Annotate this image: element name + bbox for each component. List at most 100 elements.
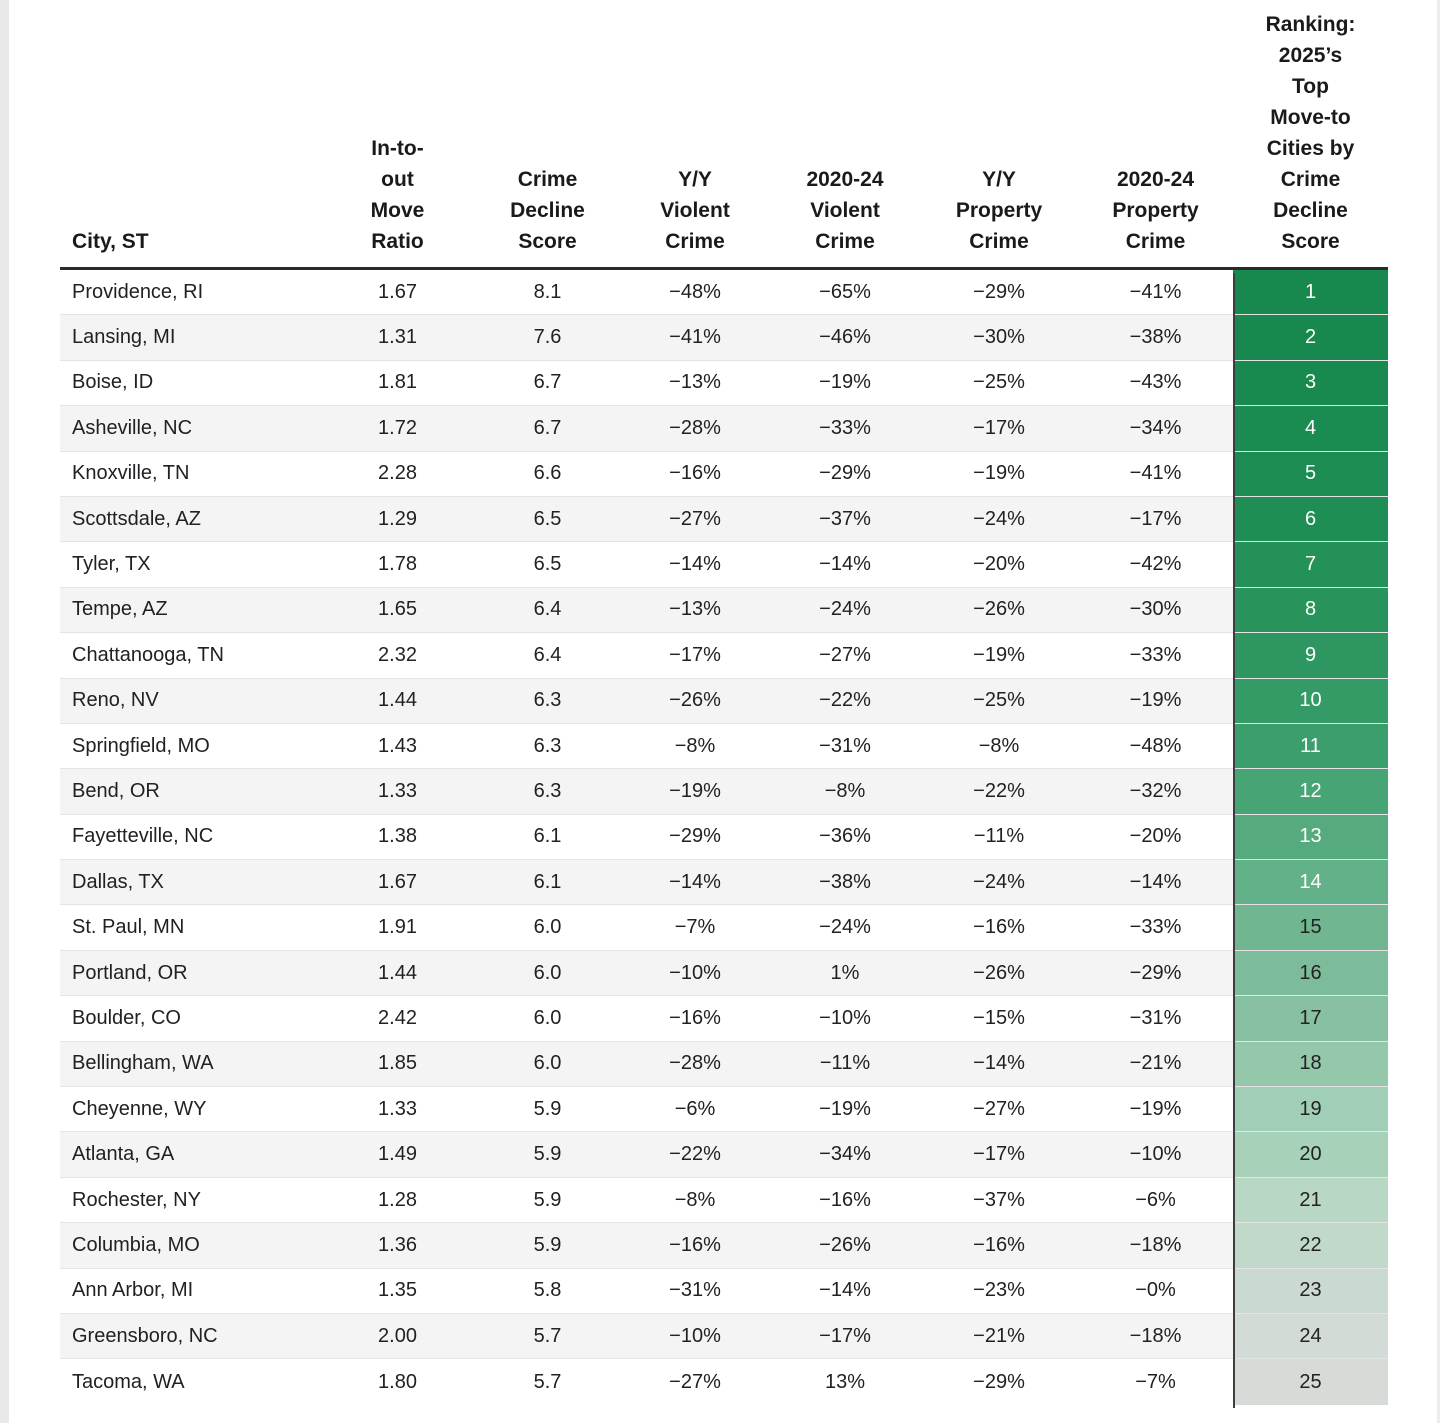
city-cell: Fayetteville, NC: [72, 825, 214, 848]
score-cell: 6.0: [533, 916, 562, 939]
score-cell: 5.8: [533, 1279, 562, 1302]
city-cell: Cheyenne, WY: [72, 1097, 207, 1120]
rank-cell: 12: [1233, 769, 1388, 814]
city-cell: St. Paul, MN: [72, 916, 185, 939]
score-cell: 5.9: [533, 1097, 562, 1120]
yy_property-cell: −25%: [973, 689, 1025, 712]
city-cell: Greensboro, NC: [72, 1324, 218, 1347]
yy_property-cell: −25%: [973, 371, 1025, 394]
move_ratio-cell: 1.67: [378, 280, 417, 303]
violent_2020_24-cell: −11%: [819, 1052, 871, 1075]
move_ratio-cell: 1.44: [378, 689, 417, 712]
score-cell: 6.0: [533, 961, 562, 984]
property_2020_24-cell: −29%: [1129, 961, 1182, 984]
score-cell: 6.3: [533, 779, 562, 802]
move_ratio-cell: 1.29: [378, 507, 417, 530]
yy_violent-cell: −26%: [669, 689, 721, 712]
property_2020_24-cell: −30%: [1129, 598, 1182, 621]
yy_violent-cell: −14%: [669, 553, 721, 576]
violent_2020_24-cell: −16%: [819, 1188, 871, 1211]
move_ratio-cell: 1.31: [378, 326, 417, 349]
yy_violent-cell: −14%: [669, 870, 721, 893]
violent_2020_24-cell: −65%: [819, 280, 871, 303]
score-cell: 5.9: [533, 1233, 562, 1256]
property_2020_24-cell: −34%: [1129, 416, 1182, 439]
violent_2020_24-cell: −10%: [819, 1006, 871, 1029]
table-row: Dallas, TX 1.67 6.1 −14% −38% −24% −14% 14: [60, 860, 1388, 906]
column-header-yy_property: Y/Y Property Crime: [955, 168, 1043, 253]
violent_2020_24-cell: 1%: [830, 961, 860, 984]
table-row: Fayetteville, NC 1.38 6.1 −29% −36% −11% −20% 1…: [60, 814, 1388, 861]
violent_2020_24-cell: −31%: [819, 734, 871, 757]
property_2020_24-cell: −33%: [1129, 916, 1182, 939]
yy_violent-cell: −8%: [674, 734, 716, 757]
yy_property-cell: −15%: [973, 1006, 1025, 1029]
yy_property-cell: −24%: [973, 870, 1025, 893]
yy_violent-cell: −27%: [669, 1370, 721, 1393]
table-row: Providence, RI 1.67 8.1 −48% −65% −29% −41% 1: [60, 270, 1388, 316]
score-cell: 6.5: [533, 507, 562, 530]
yy_violent-cell: −16%: [669, 1006, 721, 1029]
move_ratio-cell: 1.44: [378, 961, 417, 984]
score-cell: 6.5: [533, 553, 562, 576]
rank-cell: 24: [1233, 1313, 1388, 1359]
yy_property-cell: −23%: [973, 1279, 1025, 1302]
table-row: Rochester, NY 1.28 5.9 −8% −16% −37% −6% 21: [60, 1177, 1388, 1224]
property_2020_24-cell: −48%: [1129, 734, 1182, 757]
property_2020_24-cell: −32%: [1129, 779, 1182, 802]
city-cell: Tyler, TX: [72, 553, 151, 576]
property_2020_24-cell: −7%: [1135, 1370, 1176, 1393]
violent_2020_24-cell: −14%: [819, 1279, 871, 1302]
score-cell: 5.9: [533, 1143, 562, 1166]
property_2020_24-cell: −6%: [1135, 1188, 1176, 1211]
score-cell: 6.0: [533, 1006, 562, 1029]
yy_property-cell: −16%: [973, 916, 1025, 939]
violent_2020_24-cell: −36%: [819, 825, 871, 848]
table-row: Ann Arbor, MI 1.35 5.8 −31% −14% −23% −0% 23: [60, 1268, 1388, 1314]
property_2020_24-cell: −17%: [1129, 507, 1182, 530]
move_ratio-cell: 1.91: [378, 916, 417, 939]
yy_property-cell: −37%: [973, 1188, 1025, 1211]
city-cell: Tacoma, WA: [72, 1370, 185, 1393]
rank-cell: 17: [1233, 996, 1388, 1041]
table-row: Bend, OR 1.33 6.3 −19% −8% −22% −32% 12: [60, 769, 1388, 815]
violent_2020_24-cell: −19%: [819, 1097, 871, 1120]
score-cell: 6.6: [533, 462, 562, 485]
city-cell: Dallas, TX: [72, 870, 164, 893]
city-cell: Atlanta, GA: [72, 1143, 175, 1166]
move_ratio-cell: 2.00: [378, 1324, 417, 1347]
rank-cell: 7: [1233, 542, 1388, 587]
property_2020_24-cell: −38%: [1129, 326, 1182, 349]
city-cell: Springfield, MO: [72, 734, 210, 757]
move_ratio-cell: 1.67: [378, 870, 417, 893]
violent_2020_24-cell: −14%: [819, 553, 871, 576]
score-cell: 5.7: [533, 1324, 562, 1347]
move_ratio-cell: 2.32: [378, 643, 417, 666]
yy_property-cell: −16%: [973, 1233, 1025, 1256]
yy_property-cell: −17%: [973, 1143, 1025, 1166]
yy_violent-cell: −48%: [669, 280, 721, 303]
violent_2020_24-cell: −34%: [819, 1143, 871, 1166]
table-row: Springfield, MO 1.43 6.3 −8% −31% −8% −48% 11: [60, 723, 1388, 770]
property_2020_24-cell: −21%: [1129, 1052, 1182, 1075]
yy_violent-cell: −31%: [669, 1279, 721, 1302]
move_ratio-cell: 1.38: [378, 825, 417, 848]
violent_2020_24-cell: −24%: [819, 598, 871, 621]
yy_property-cell: −14%: [973, 1052, 1025, 1075]
table-row: Tempe, AZ 1.65 6.4 −13% −24% −26% −30% 8: [60, 587, 1388, 634]
violent_2020_24-cell: −8%: [824, 779, 866, 802]
yy_violent-cell: −10%: [669, 961, 721, 984]
rank-cell: 19: [1233, 1087, 1388, 1132]
yy_property-cell: −26%: [973, 598, 1025, 621]
yy_property-cell: −19%: [973, 462, 1025, 485]
score-cell: 6.1: [533, 825, 562, 848]
property_2020_24-cell: −42%: [1129, 553, 1182, 576]
column-header-score: Crime Decline Score: [510, 168, 585, 253]
page-gutter-left: [0, 0, 9, 1423]
table-header-row: City, ST In-to-out Move Ratio Crime Decline Sc…: [60, 0, 1388, 270]
yy_property-cell: −27%: [973, 1097, 1025, 1120]
city-cell: Bellingham, WA: [72, 1052, 214, 1075]
table-row: Knoxville, TN 2.28 6.6 −16% −29% −19% −41% 5: [60, 451, 1388, 497]
property_2020_24-cell: −18%: [1129, 1324, 1182, 1347]
violent_2020_24-cell: −22%: [819, 689, 871, 712]
